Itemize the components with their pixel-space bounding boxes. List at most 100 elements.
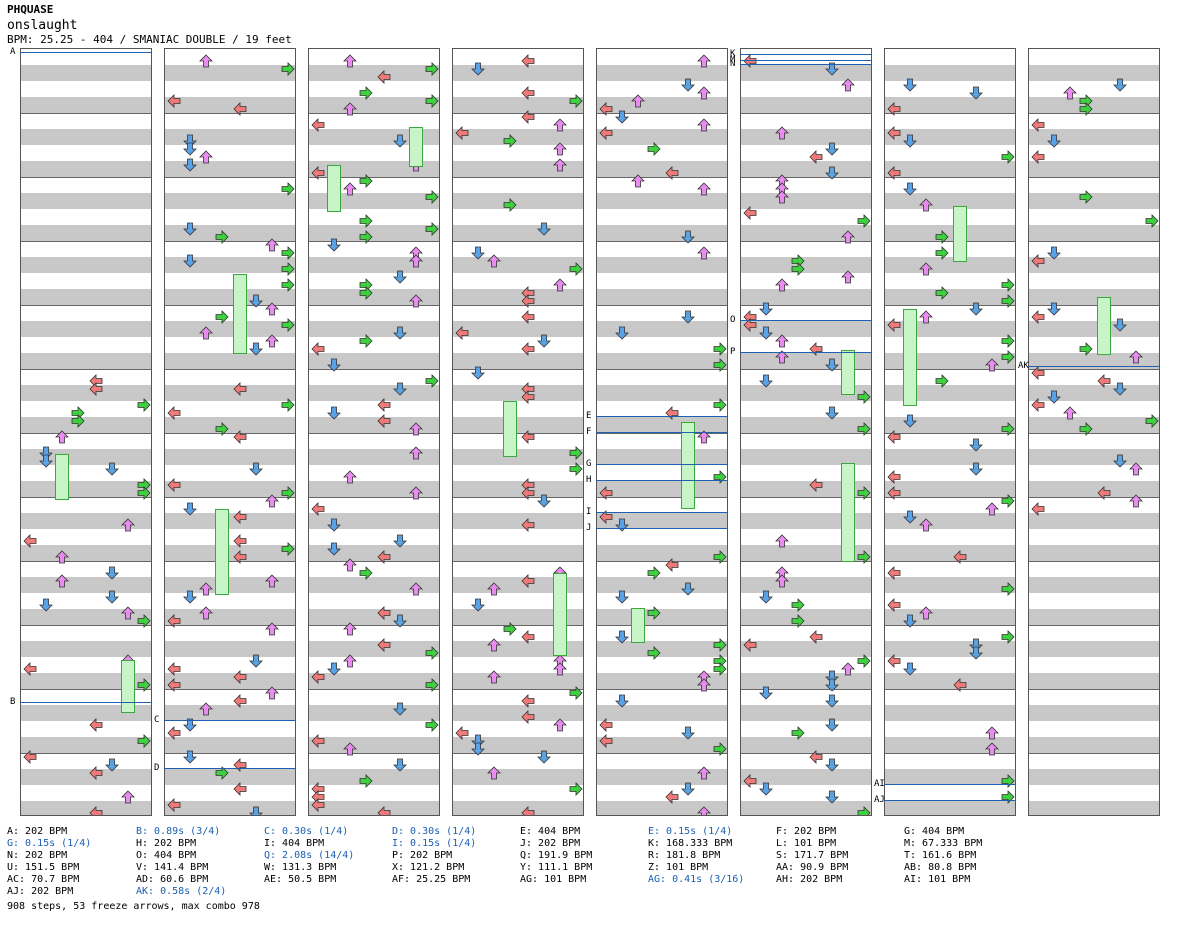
up-arrow-icon [199, 53, 213, 68]
beat-band [165, 737, 295, 753]
measure-line [21, 753, 151, 754]
right-arrow-icon [935, 245, 949, 260]
up-arrow-icon [985, 357, 999, 372]
measure-line [741, 689, 871, 690]
left-arrow-icon [1031, 309, 1045, 324]
beat-band [453, 801, 583, 815]
beat-band [885, 481, 1015, 497]
legend-entry: O: 404 BPM [136, 850, 197, 861]
up-arrow-icon [343, 181, 357, 196]
down-arrow-icon [825, 61, 839, 76]
beat-band [1029, 417, 1159, 433]
down-arrow-icon [825, 669, 839, 684]
measure-line [885, 753, 1015, 754]
marker-label: O [730, 315, 736, 325]
up-arrow-icon [697, 181, 711, 196]
down-arrow-icon [393, 701, 407, 716]
beat-band [597, 513, 727, 529]
legend-entry: Q: 2.08s (14/4) [264, 850, 355, 861]
beat-band [597, 449, 727, 465]
down-arrow-icon [249, 293, 263, 308]
measure-line [21, 689, 151, 690]
right-arrow-icon [857, 805, 871, 815]
down-arrow-icon [1047, 245, 1061, 260]
left-arrow-icon [743, 773, 757, 788]
down-arrow-icon [327, 541, 341, 556]
measure-line [741, 113, 871, 114]
up-arrow-icon [409, 445, 423, 460]
measure-line [597, 625, 727, 626]
measure-line [597, 433, 727, 434]
beat-band [597, 705, 727, 721]
beat-band [597, 769, 727, 785]
legend-entry: G: 404 BPM [904, 826, 965, 837]
down-arrow-icon [327, 661, 341, 676]
left-arrow-icon [311, 341, 325, 356]
measure-line [597, 369, 727, 370]
beat-band [741, 385, 871, 401]
left-arrow-icon [23, 661, 37, 676]
freeze-arrow [903, 309, 917, 406]
measure-line [1029, 433, 1159, 434]
beat-band [165, 321, 295, 337]
right-arrow-icon [1001, 421, 1015, 436]
right-arrow-icon [647, 565, 661, 580]
down-arrow-icon [327, 517, 341, 532]
beat-band [597, 385, 727, 401]
beat-band [741, 609, 871, 625]
beat-band [885, 193, 1015, 209]
left-arrow-icon [89, 805, 103, 815]
beat-band [597, 65, 727, 81]
measure-line [21, 241, 151, 242]
marker-label: AI [874, 779, 885, 789]
left-arrow-icon [377, 549, 391, 564]
beat-band [165, 65, 295, 81]
beat-band [1029, 545, 1159, 561]
measure-line [597, 561, 727, 562]
down-arrow-icon [903, 181, 917, 196]
freeze-arrow [553, 573, 567, 656]
marker-label: G [586, 459, 592, 469]
left-arrow-icon [521, 485, 535, 500]
down-arrow-icon [759, 589, 773, 604]
beat-band [741, 193, 871, 209]
left-arrow-icon [599, 733, 613, 748]
left-arrow-icon [233, 693, 247, 708]
down-arrow-icon [1113, 317, 1127, 332]
legend-entry: AG: 101 BPM [520, 874, 587, 885]
freeze-arrow [55, 454, 69, 500]
down-arrow-icon [249, 653, 263, 668]
right-arrow-icon [281, 245, 295, 260]
down-arrow-icon [681, 725, 695, 740]
left-arrow-icon [377, 69, 391, 84]
down-arrow-icon [1113, 381, 1127, 396]
right-arrow-icon [791, 613, 805, 628]
right-arrow-icon [569, 261, 583, 276]
beat-band [21, 353, 151, 369]
right-arrow-icon [1079, 341, 1093, 356]
marker-line [596, 416, 728, 417]
right-arrow-icon [215, 421, 229, 436]
right-arrow-icon [503, 621, 517, 636]
down-arrow-icon [393, 325, 407, 340]
legend-entry: N: 202 BPM [7, 850, 68, 861]
beat-band [165, 225, 295, 241]
measure-line [21, 177, 151, 178]
measure-line [885, 497, 1015, 498]
up-arrow-icon [199, 149, 213, 164]
down-arrow-icon [825, 141, 839, 156]
beat-band [309, 257, 439, 273]
left-arrow-icon [1031, 149, 1045, 164]
legend-entry: AI: 101 BPM [904, 874, 971, 885]
right-arrow-icon [1001, 581, 1015, 596]
left-arrow-icon [233, 669, 247, 684]
beat-band [21, 545, 151, 561]
measure-line [453, 113, 583, 114]
up-arrow-icon [697, 53, 711, 68]
beat-band [309, 449, 439, 465]
legend-entry: AJ: 202 BPM [7, 886, 74, 897]
beat-band [741, 545, 871, 561]
measure-line [885, 433, 1015, 434]
left-arrow-icon [809, 149, 823, 164]
beat-band [309, 161, 439, 177]
